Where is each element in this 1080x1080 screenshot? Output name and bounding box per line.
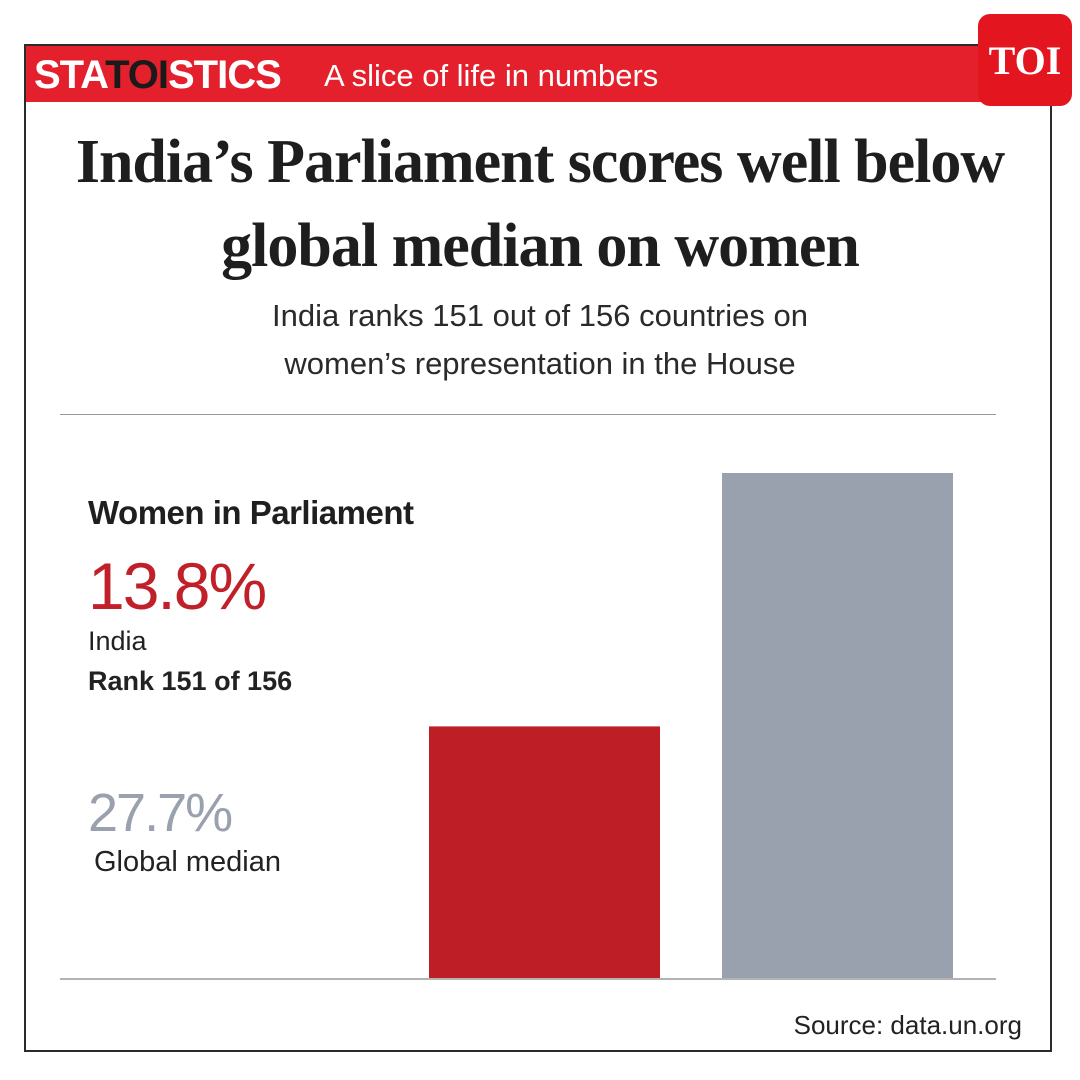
toi-logo: TOI	[978, 14, 1072, 106]
subtitle-line-2: women’s representation in the House	[284, 346, 796, 381]
brand-pre: STA	[34, 53, 106, 97]
bar-global-median	[722, 473, 953, 978]
india-rank: Rank 151 of 156	[88, 666, 293, 696]
india-name: India	[88, 626, 147, 656]
bar-india	[429, 726, 660, 978]
subtitle-line-1: India ranks 151 out of 156 countries on	[272, 298, 808, 333]
tagline: A slice of life in numbers	[324, 58, 659, 93]
bars-group	[429, 473, 953, 978]
header-band	[26, 46, 1050, 102]
brand-mid: TOI	[105, 53, 169, 97]
source-note: Source: data.un.org	[793, 1010, 1022, 1040]
median-name: Global median	[94, 846, 281, 878]
divider	[60, 414, 996, 415]
chart-label: Women in Parliament	[88, 494, 414, 531]
india-value: 13.8%	[88, 549, 267, 623]
brand-post: STICS	[168, 53, 282, 97]
headline: India’s Parliament scores well below glo…	[75, 128, 1005, 280]
subtitle: India ranks 151 out of 156 countries on …	[60, 292, 1020, 388]
statoistics-logo: STATOISTICS	[34, 50, 282, 100]
median-value: 27.7%	[88, 783, 233, 843]
